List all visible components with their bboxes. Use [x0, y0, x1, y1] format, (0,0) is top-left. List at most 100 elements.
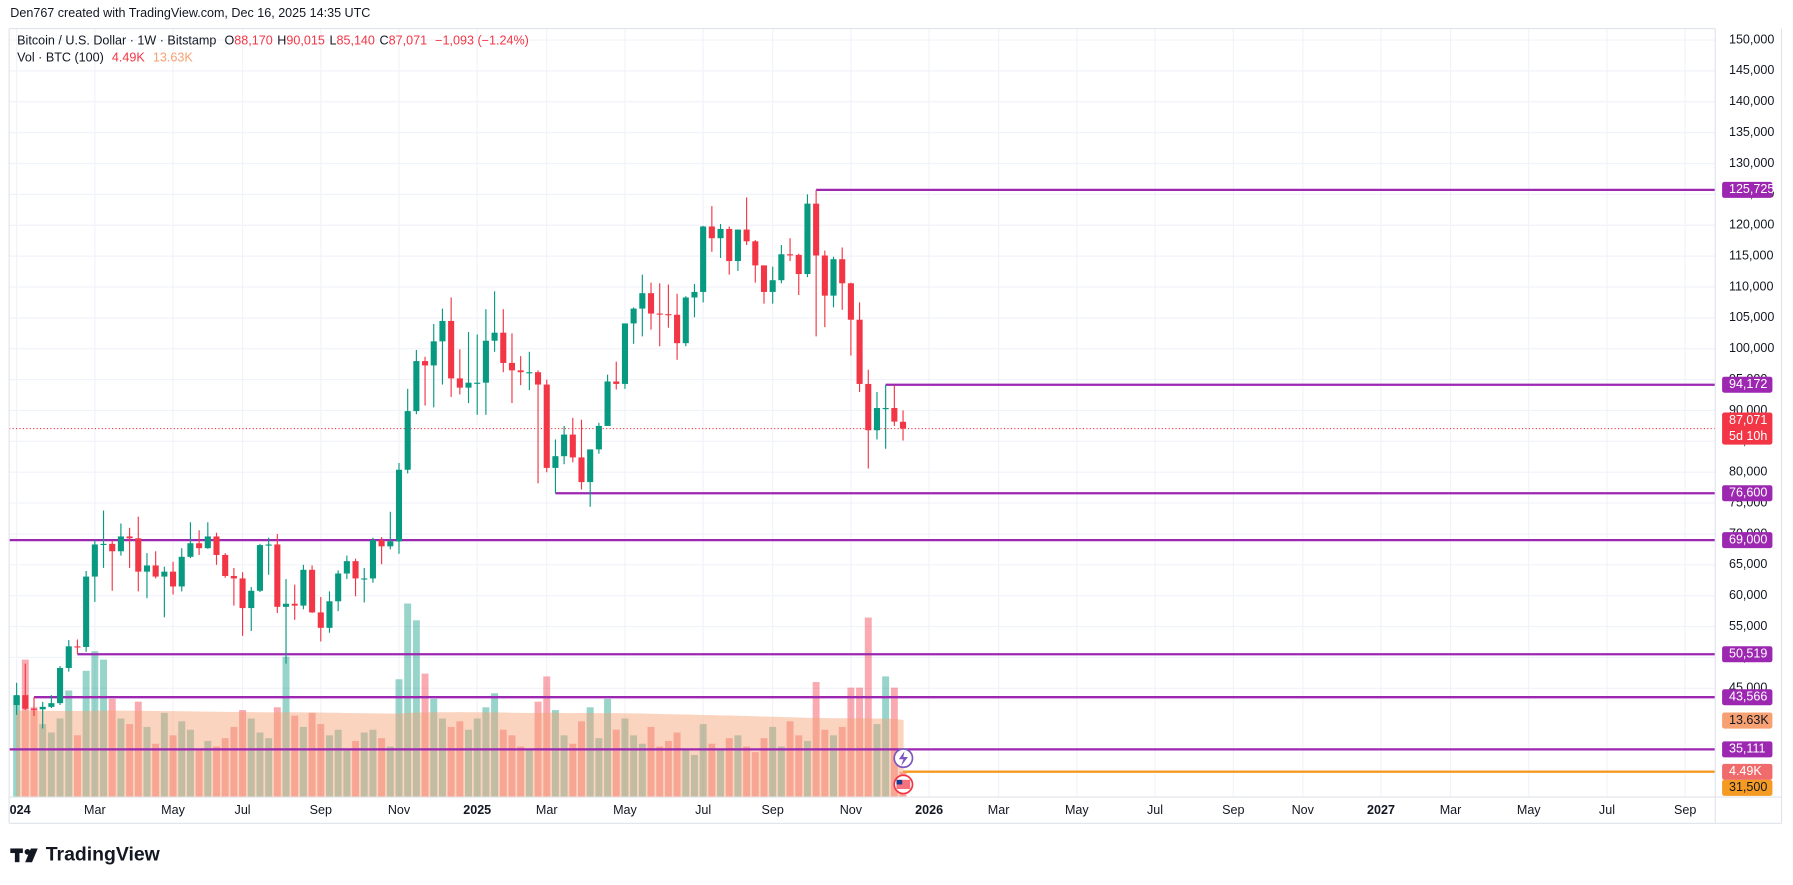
candle-body [587, 449, 594, 483]
volume-bar [56, 718, 64, 798]
candle-body [22, 695, 29, 709]
volume-bar [560, 735, 568, 798]
candle-body [535, 372, 542, 385]
candle-body [39, 706, 46, 710]
x-tick-label: Sep [310, 803, 332, 817]
volume-bar [412, 620, 420, 798]
candle-body [126, 536, 133, 539]
candle-body [152, 565, 159, 577]
x-tick-label: 2024 [3, 803, 31, 817]
x-tick-label: Jul [1599, 803, 1615, 817]
x-tick-label: Nov [840, 803, 863, 817]
candle-body [734, 229, 741, 262]
level-label-box [1722, 741, 1773, 758]
volume-bar [325, 735, 333, 798]
volume-label: 4.49K [1729, 764, 1762, 778]
candle-body [213, 536, 220, 555]
candle-body [117, 536, 124, 552]
candle-body [508, 362, 516, 371]
level-label: 50,519 [1729, 647, 1767, 661]
x-tick-label: Mar [988, 803, 1010, 817]
candle-body [691, 291, 698, 298]
volume-bar [195, 749, 203, 798]
volume-bar [847, 687, 855, 798]
x-tick-label: May [613, 803, 637, 817]
volume-bar [343, 749, 351, 798]
volume-bar [282, 656, 290, 798]
volume-bar [91, 651, 99, 798]
volume-bar [13, 696, 21, 798]
volume-bar [508, 735, 516, 798]
candle-body [517, 370, 524, 373]
y-tick-label: 140,000 [1729, 94, 1774, 108]
x-tick-label: Nov [388, 803, 411, 817]
field-key: L [329, 34, 337, 49]
volume-bar [386, 746, 394, 798]
level-label-box [1722, 779, 1773, 796]
x-tick-label: Sep [1674, 803, 1696, 817]
volume-bar [21, 659, 29, 798]
level-label-box [1722, 181, 1773, 198]
volume-bar [73, 735, 81, 798]
candle-body [873, 408, 881, 431]
volume-bar [551, 710, 559, 798]
candle-body [196, 543, 203, 549]
candle-body [378, 540, 385, 547]
event-icons [893, 748, 914, 795]
candle-body [743, 229, 750, 242]
y-tick-label: 65,000 [1729, 557, 1767, 571]
candle-body [430, 341, 437, 366]
field-key: H [277, 34, 287, 49]
volume-bar [795, 735, 803, 798]
volume-bar [230, 726, 238, 798]
y-tick-label: 60,000 [1729, 588, 1767, 602]
candle-body [57, 667, 64, 704]
x-tick-label: Mar [1440, 803, 1462, 817]
level-label-box [1722, 646, 1773, 663]
volume-bar [543, 676, 551, 798]
field-value: 87,071 [388, 34, 428, 49]
candle-body [300, 569, 307, 606]
level-label: 76,600 [1729, 486, 1767, 500]
volume-bar [821, 729, 829, 798]
volume-bar [525, 749, 533, 798]
x-tick-label: May [1517, 803, 1541, 817]
y-tick-label: 105,000 [1729, 310, 1774, 324]
symbol-legend: Bitcoin / U.S. Dollar · 1W · Bitstamp O8… [17, 34, 529, 48]
level-label: 94,172 [1729, 377, 1767, 391]
volume-bar [213, 746, 220, 798]
volume-bar [890, 687, 898, 798]
x-tick-label: 2027 [1367, 803, 1395, 817]
candle-body [899, 421, 907, 429]
volume-bar [690, 754, 698, 798]
volume-bar [751, 752, 759, 798]
candle-body [413, 361, 420, 412]
event-glyph [896, 779, 911, 790]
candle-body [752, 241, 759, 266]
candle-body [604, 381, 611, 426]
volume-bar [404, 603, 412, 798]
candle-body [448, 320, 455, 379]
volume-bar [256, 732, 264, 798]
x-tick-label: Sep [762, 803, 784, 817]
candle-body [804, 203, 811, 275]
volume-bar [160, 712, 168, 798]
volume-bar [638, 743, 646, 798]
candle-body [343, 561, 350, 574]
candle-body [682, 297, 689, 344]
candle-body [500, 332, 507, 363]
volume-bar [812, 682, 820, 798]
volume-bar [378, 738, 386, 798]
volume-bar [473, 718, 481, 798]
brand: TradingView [10, 843, 161, 865]
candle-body [760, 265, 768, 292]
candle-body [65, 646, 72, 668]
y-tick-label: 135,000 [1729, 125, 1774, 139]
candle-body [352, 561, 359, 579]
candle-body [595, 425, 602, 450]
volume-bar [682, 749, 690, 798]
candle-body [795, 254, 802, 275]
symbol: Bitcoin / U.S. Dollar · 1W · Bitstamp [17, 34, 217, 49]
candle-body [248, 590, 255, 609]
frame [8, 28, 1783, 824]
